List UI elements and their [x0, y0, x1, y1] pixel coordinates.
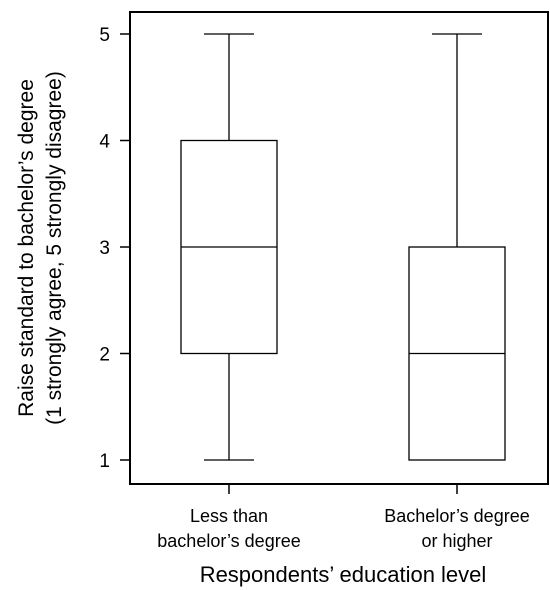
box-series [180, 33, 506, 461]
x-category-label: bachelor’s degree [157, 531, 300, 551]
y-axis-label-line-2: (1 strongly agree, 5 strongly disagree) [43, 71, 66, 425]
x-category-label: Bachelor’s degree [384, 506, 529, 526]
x-axis: Less than bachelor’s degree Bachelor’s deg… [157, 484, 530, 551]
y-tick-label: 3 [99, 238, 110, 259]
box-1 [180, 33, 278, 461]
y-tick-label: 2 [99, 345, 110, 366]
y-axis-label-line-1: Raise standard to bachelor’s degree [15, 79, 38, 417]
box-2 [408, 33, 506, 461]
y-tick-label: 5 [99, 25, 110, 46]
plot-area-frame [129, 11, 549, 485]
y-axis: 1 2 3 4 5 [99, 25, 130, 472]
x-category-label: or higher [421, 531, 492, 551]
x-axis-label: Respondents’ education level [200, 562, 487, 587]
y-tick-label: 4 [99, 132, 110, 153]
x-category-label: Less than [190, 506, 268, 526]
y-tick-label: 1 [99, 451, 110, 472]
